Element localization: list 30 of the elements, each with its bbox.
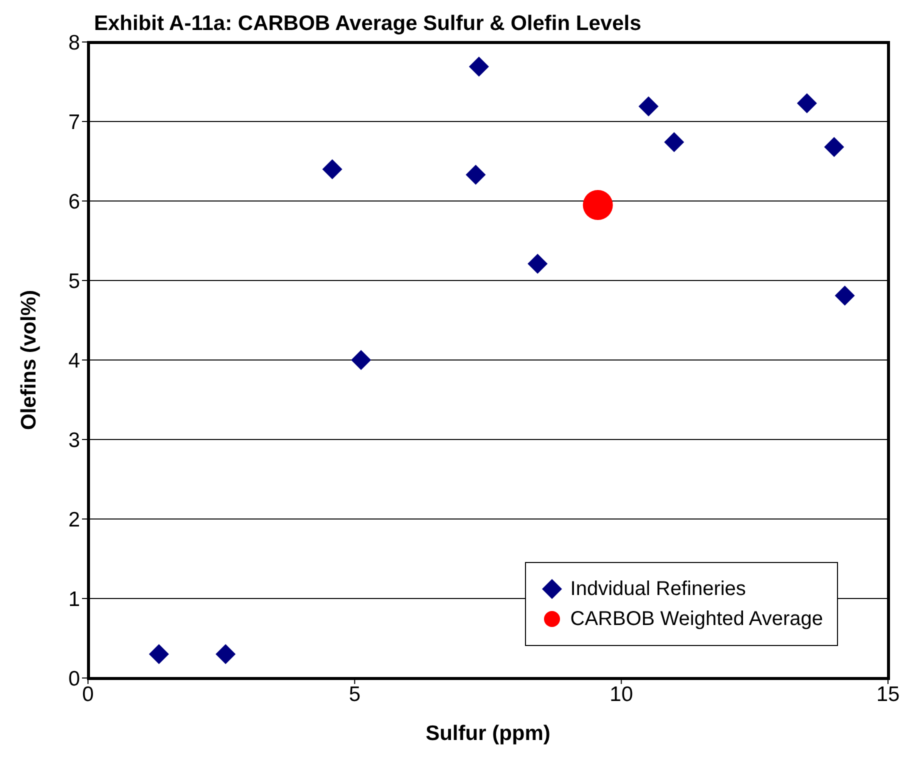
point bbox=[528, 254, 548, 274]
y-tick-label: 4 bbox=[68, 349, 80, 372]
point bbox=[468, 56, 489, 77]
legend-label: CARBOB Weighted Average bbox=[570, 608, 823, 630]
y-tick-label: 0 bbox=[68, 667, 80, 690]
y-tick-label: 2 bbox=[68, 508, 80, 532]
y-tick-label: 7 bbox=[68, 110, 80, 134]
point bbox=[148, 644, 169, 664]
point bbox=[824, 136, 844, 157]
y-tick-label: 5 bbox=[68, 270, 80, 293]
point bbox=[582, 190, 613, 220]
point bbox=[834, 286, 855, 306]
y-axis-title: Olefins (vol%) bbox=[17, 290, 40, 430]
x-tick-label: 15 bbox=[876, 682, 900, 706]
x-axis-title: Sulfur (ppm) bbox=[426, 722, 550, 745]
point bbox=[638, 96, 659, 116]
y-tick-label: 3 bbox=[68, 428, 80, 452]
chart-title: Exhibit A-11a: CARBOB Average Sulfur & Olefin Levels bbox=[94, 12, 642, 36]
point bbox=[664, 132, 684, 152]
y-tick-label: 1 bbox=[68, 588, 80, 611]
x-tick-label: 10 bbox=[610, 682, 634, 706]
point bbox=[466, 164, 486, 185]
legend-label: Indvidual Refineries bbox=[570, 578, 746, 600]
x-tick-label: 5 bbox=[348, 682, 361, 706]
point bbox=[322, 159, 342, 180]
y-tick-label: 8 bbox=[68, 31, 80, 54]
point bbox=[351, 350, 372, 370]
y-tick-label: 6 bbox=[68, 190, 80, 214]
point bbox=[216, 644, 236, 664]
point bbox=[796, 93, 817, 114]
